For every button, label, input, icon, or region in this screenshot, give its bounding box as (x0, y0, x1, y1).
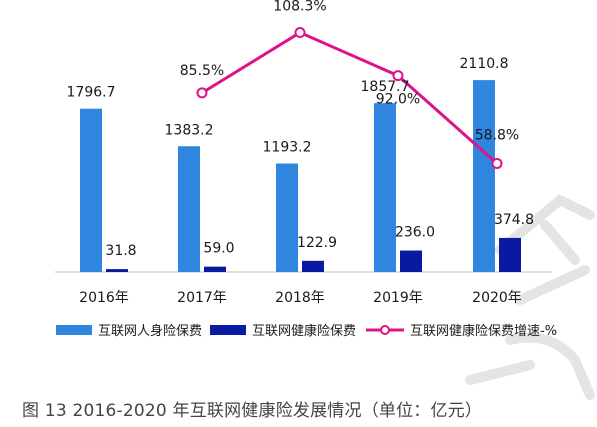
label-personal-1: 1383.2 (165, 122, 214, 138)
x-tick-4: 2020年 (472, 290, 522, 306)
label-growth-1: 85.5% (180, 63, 224, 79)
x-tick-0: 2016年 (79, 290, 129, 306)
bar-personal-0 (80, 108, 102, 273)
label-health-1: 59.0 (203, 241, 234, 257)
bar-personal-2 (276, 163, 298, 272)
label-personal-3: 1857.7 (361, 79, 410, 95)
growth-point-4 (491, 157, 503, 169)
label-growth-3: 92.0% (376, 92, 420, 108)
bar-personal-1 (178, 146, 200, 272)
legend-label-health: 互联网健康险保费 (252, 323, 356, 339)
label-growth-2: 108.3% (273, 0, 326, 15)
label-health-3: 236.0 (395, 225, 435, 241)
bar-health-1 (204, 266, 226, 272)
growth-point-2 (294, 27, 306, 39)
figure-caption: 图 13 2016-2020 年互联网健康险发展情况（单位：亿元） (22, 401, 483, 421)
bar-health-2 (302, 260, 324, 272)
x-tick-1: 2017年 (177, 290, 227, 306)
bar-health-4 (499, 237, 521, 272)
x-tick-labels: 2016年 2017年 2018年 2019年 2020年 (79, 290, 522, 306)
data-labels: 1796.7 31.8 1383.2 59.0 1193.2 122.9 1857.7 236… (67, 0, 535, 259)
growth-point-3 (392, 70, 404, 82)
label-personal-2: 1193.2 (263, 140, 312, 156)
label-health-0: 31.8 (105, 243, 136, 259)
label-personal-0: 1796.7 (67, 85, 116, 101)
label-health-4: 374.8 (494, 212, 534, 228)
label-personal-4: 2110.8 (460, 56, 509, 72)
growth-line (201, 30, 498, 165)
legend-label-personal: 互联网人身险保费 (98, 323, 202, 339)
personal-premium-series (80, 80, 495, 273)
legend: 互联网人身险保费 互联网健康险保费 互联网健康险保费增速-% (56, 323, 557, 339)
bar-health-0 (106, 269, 128, 272)
label-growth-4: 58.8% (475, 127, 519, 143)
legend-marker-growth (380, 325, 390, 335)
label-health-2: 122.9 (297, 235, 337, 251)
legend-swatch-health (210, 325, 246, 335)
legend-label-growth: 互联网健康险保费增速-% (410, 323, 557, 339)
bar-personal-4 (473, 80, 495, 272)
bar-health-3 (400, 250, 422, 272)
health-growth-series (196, 27, 503, 169)
bar-personal-3 (374, 103, 396, 272)
chart: 1796.7 31.8 1383.2 59.0 1193.2 122.9 1857.7 236… (55, 0, 557, 339)
x-tick-2: 2018年 (275, 290, 325, 306)
health-premium-series (106, 237, 521, 272)
growth-point-1 (196, 87, 208, 99)
x-tick-3: 2019年 (373, 290, 423, 306)
legend-swatch-personal (56, 325, 92, 335)
